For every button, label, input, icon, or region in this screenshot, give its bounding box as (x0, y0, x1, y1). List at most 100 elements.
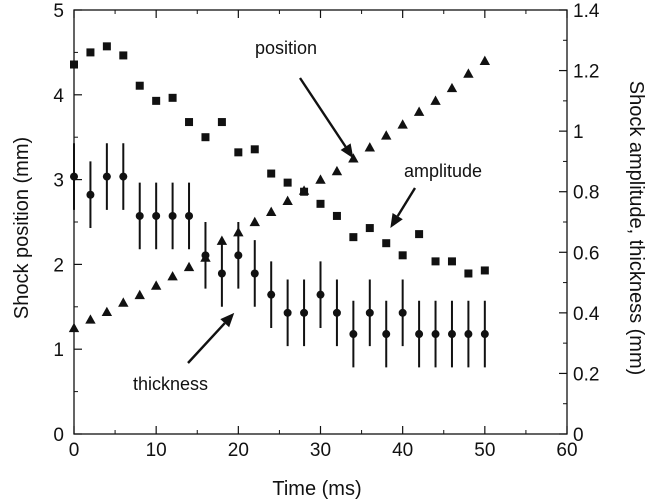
square-point (464, 269, 473, 278)
square-point (234, 148, 243, 157)
y-right-axis-title: Shock amplitude, thickness (mm) (625, 81, 647, 376)
y-right-tick-label: 0.6 (573, 243, 599, 264)
square-point (201, 133, 210, 142)
square-point (70, 60, 78, 69)
annotation-label: amplitude (404, 161, 482, 181)
square-point (398, 251, 407, 260)
triangle-point (331, 165, 343, 176)
triangle-series (68, 55, 491, 333)
y-left-tick-label: 0 (53, 425, 64, 446)
triangle-point (479, 55, 491, 66)
triangle-point (397, 119, 408, 129)
circle-point (464, 330, 473, 339)
square-point (168, 93, 177, 102)
annotation-label: thickness (133, 374, 208, 394)
annotation-arrow-head (390, 212, 403, 229)
y-left-tick-label: 1 (53, 340, 64, 361)
axis-ticks (73, 9, 568, 435)
square-point (267, 169, 276, 178)
axis-titles: Time (ms) Shock position (mm) Shock ampl… (11, 81, 647, 500)
x-tick-label: 10 (146, 440, 167, 461)
x-tick-label: 60 (556, 440, 577, 461)
circle-series (70, 143, 489, 368)
square-point (185, 118, 194, 127)
triangle-point (68, 322, 80, 333)
circle-point (70, 172, 78, 181)
circle-point (267, 290, 276, 299)
y-right-tick-label: 0.2 (573, 364, 599, 385)
circle-point (152, 211, 161, 220)
triangle-point (150, 280, 162, 290)
square-point (283, 178, 292, 187)
circle-point (398, 308, 407, 317)
y-right-tick-label: 0.8 (573, 183, 599, 204)
triangle-point (446, 82, 458, 93)
circle-point (480, 330, 489, 339)
x-tick-label: 30 (310, 440, 331, 461)
x-tick-label: 50 (474, 440, 495, 461)
triangle-point (216, 235, 228, 245)
circle-point (431, 330, 440, 339)
y-right-tick-label: 0 (573, 425, 584, 446)
square-series (70, 42, 489, 278)
annotation-label: position (255, 38, 317, 58)
triangle-point (381, 130, 392, 140)
triangle-point (118, 297, 129, 307)
circle-point (201, 251, 210, 260)
square-point (250, 145, 259, 154)
triangle-point (167, 271, 178, 281)
data-marks (68, 42, 491, 368)
circle-point (250, 269, 259, 278)
square-point (332, 211, 341, 220)
square-point (365, 224, 374, 233)
circle-point (447, 330, 456, 339)
square-point (152, 96, 161, 105)
annotation-arrow-head (220, 312, 235, 328)
y-right-tick-label: 1.4 (573, 1, 600, 22)
square-point (102, 42, 111, 51)
circle-point (365, 308, 374, 317)
triangle-point (463, 68, 474, 78)
plot-border (73, 9, 568, 435)
square-point (415, 230, 424, 239)
circle-point (382, 330, 391, 339)
y-right-tick-label: 1 (573, 122, 584, 143)
circle-point (86, 190, 95, 199)
triangle-point (134, 289, 145, 300)
square-point (382, 239, 391, 248)
circle-point (415, 330, 424, 339)
circle-point (349, 330, 358, 339)
triangle-point (315, 174, 326, 184)
square-point (431, 257, 440, 266)
triangle-point (101, 306, 113, 317)
annotations: position amplitude thickness (133, 38, 482, 394)
triangle-point (266, 206, 277, 216)
triangle-point (430, 95, 441, 105)
y-left-tick-label: 5 (53, 1, 64, 22)
square-point (447, 257, 456, 266)
square-point (217, 118, 226, 127)
y-right-tick-label: 0.4 (573, 304, 600, 325)
circle-point (217, 269, 226, 278)
x-tick-label: 40 (392, 440, 413, 461)
square-point (316, 199, 325, 208)
circle-point (332, 308, 341, 317)
circle-point (316, 290, 325, 299)
triangle-point (348, 153, 359, 163)
circle-point (168, 211, 177, 220)
x-tick-label: 20 (228, 440, 249, 461)
annotation-arrow-shaft (299, 77, 347, 148)
triangle-point (183, 261, 195, 272)
triangle-point (249, 216, 260, 227)
square-point (349, 233, 358, 242)
circle-point (119, 172, 128, 181)
circle-point (283, 308, 292, 317)
y-right-tick-label: 1.2 (573, 62, 599, 83)
annotation-arrow-shaft (187, 322, 226, 364)
annotation-arrow-head (340, 143, 354, 159)
annotation-arrow-shaft (396, 187, 417, 217)
circle-point (135, 211, 144, 220)
triangle-point (364, 142, 375, 152)
